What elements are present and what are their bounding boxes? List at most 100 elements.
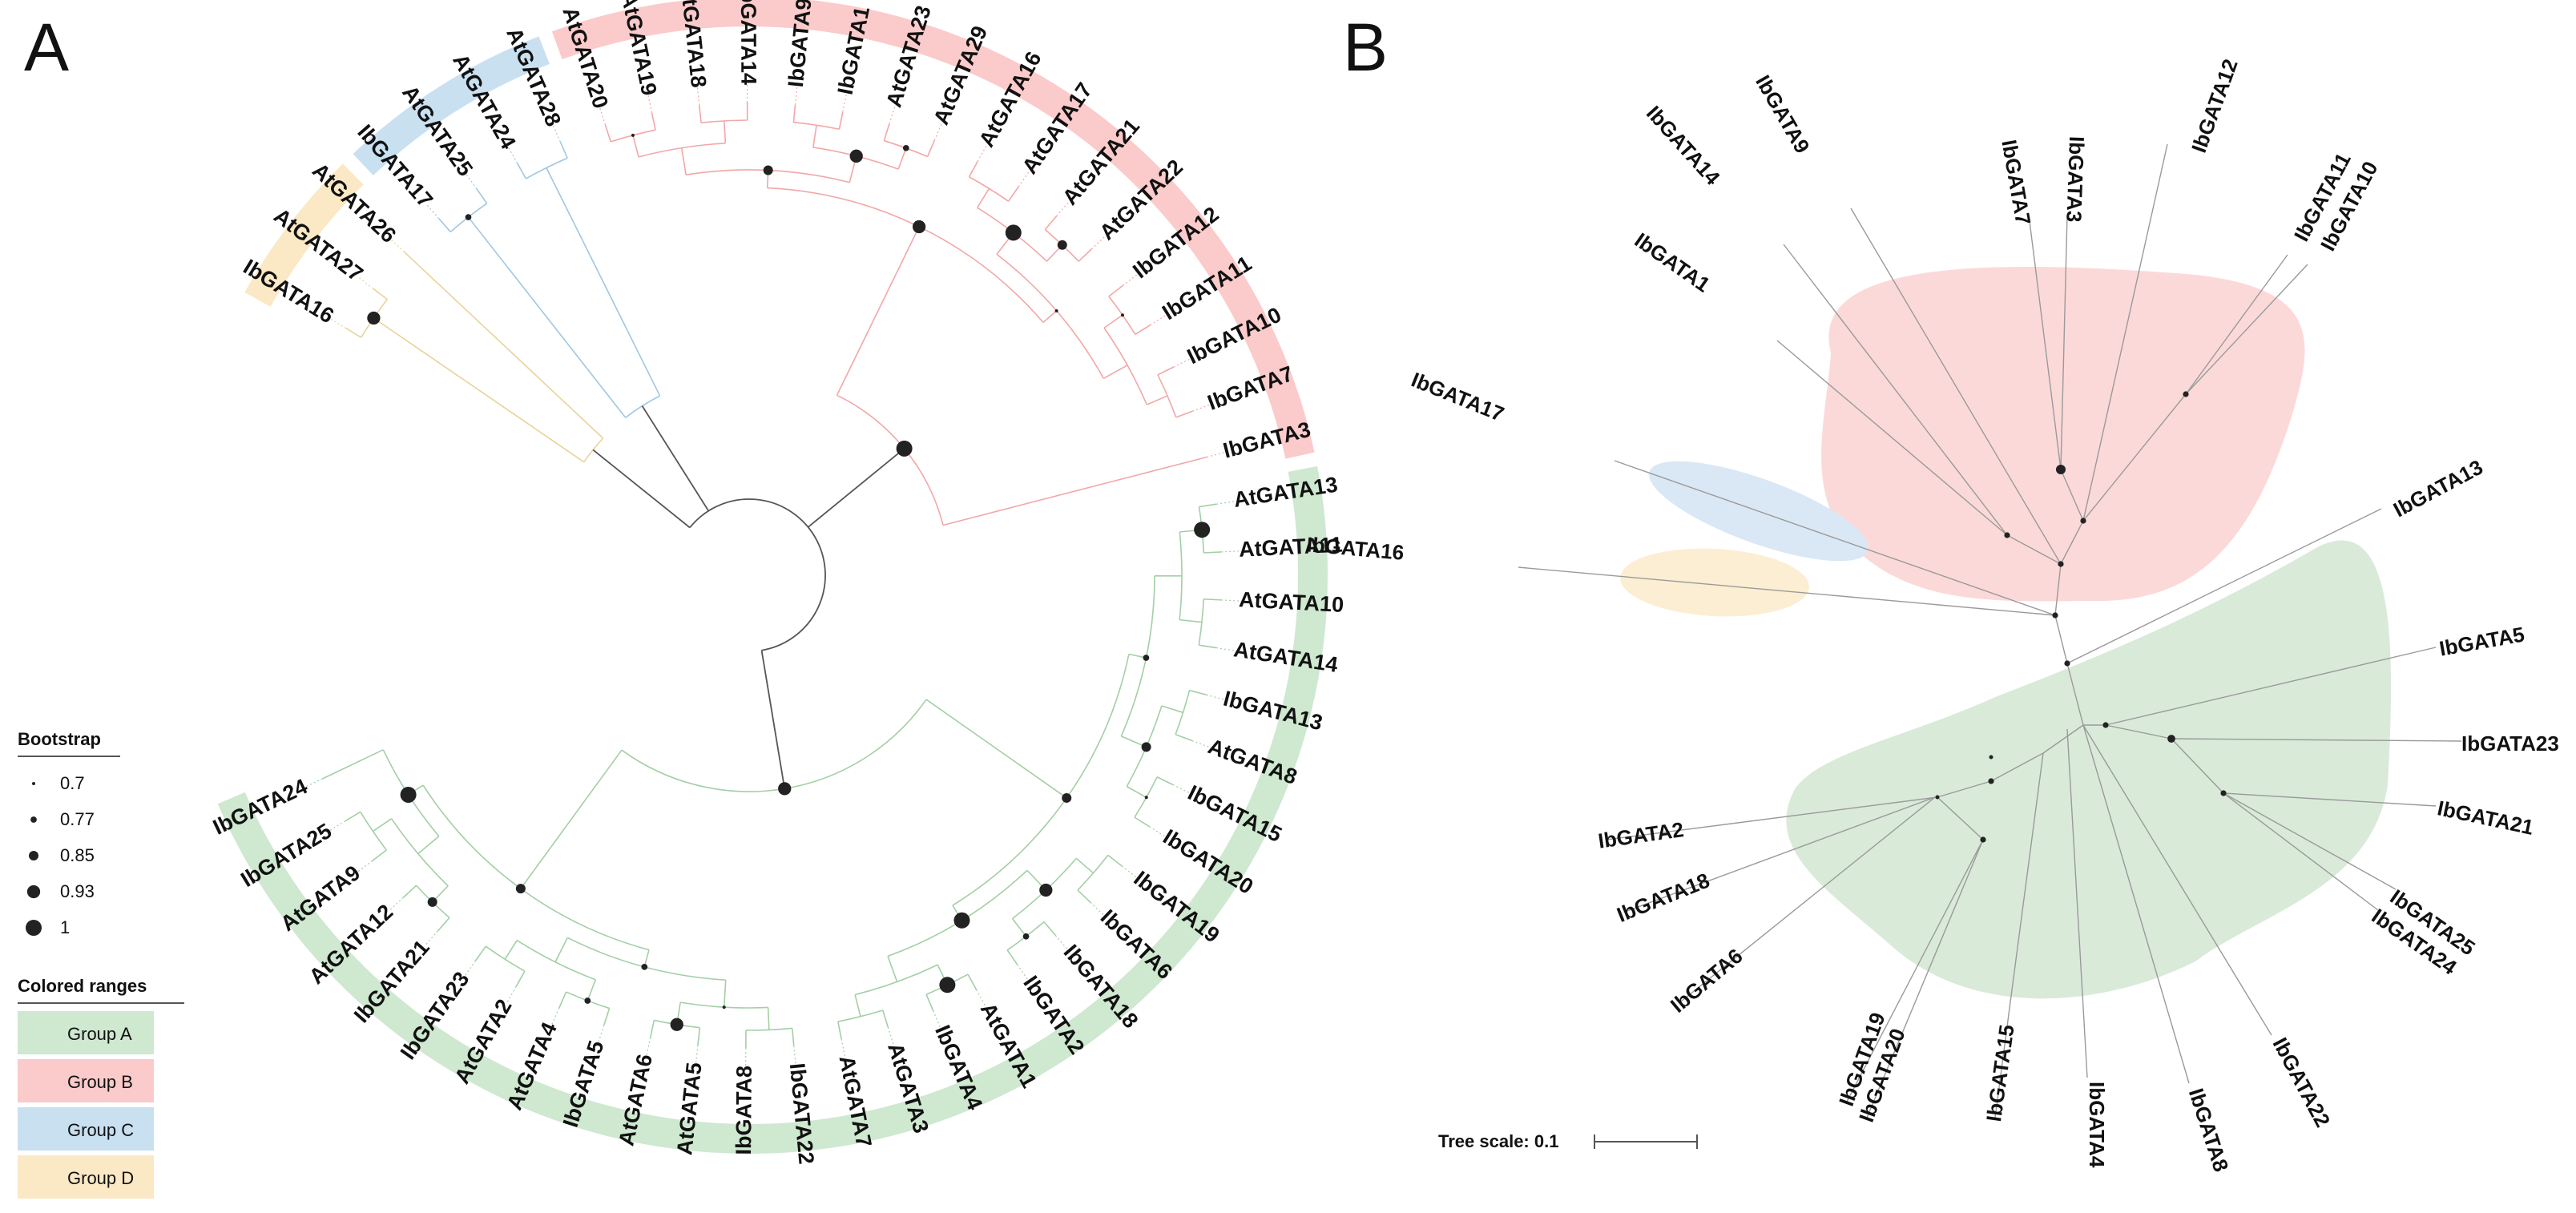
tree-b-leaf-ibgata13: IbGATA13 xyxy=(2389,455,2487,522)
tree-b-bootstrap-dot xyxy=(2102,722,2108,727)
tree-b-leaf-ibgata15: IbGATA15 xyxy=(1981,1023,2019,1123)
leaf-connector xyxy=(1122,866,1135,877)
leaf-connector xyxy=(1207,453,1223,457)
branch xyxy=(968,974,977,989)
tree-b-bootstrap-dot xyxy=(2064,660,2070,666)
branch xyxy=(1078,890,1090,902)
branch xyxy=(1162,706,1183,712)
leaf-connector xyxy=(841,1039,845,1057)
bootstrap-dot xyxy=(1055,309,1058,312)
legend-bootstrap-dot xyxy=(26,920,42,936)
bootstrap-dot xyxy=(1194,522,1210,538)
tree-b-leaf-ibgata14: IbGATA14 xyxy=(1642,101,1725,190)
leaf-connector xyxy=(1018,965,1027,979)
leaf-connector xyxy=(1123,275,1136,285)
leaf-connector xyxy=(427,205,438,219)
branch xyxy=(884,124,889,141)
legend-bootstrap-items: 0.70.770.850.931 xyxy=(26,773,95,937)
root-branch xyxy=(642,406,708,511)
branch xyxy=(1203,552,1221,553)
branch xyxy=(477,189,487,204)
branch xyxy=(587,980,595,1001)
tree-scale-label: Tree scale: 0.1 xyxy=(1438,1131,1558,1151)
tree-a-leaf-atgata10: AtGATA10 xyxy=(1238,587,1344,617)
legend-ranges-title: Colored ranges xyxy=(18,976,147,996)
tree-b-leaf-ibgata9: IbGATA9 xyxy=(1751,71,1815,157)
tree-b-bootstrap-dot xyxy=(2052,612,2058,618)
legend-range-label: Group B xyxy=(67,1072,133,1092)
branch xyxy=(1045,216,1056,230)
branch xyxy=(888,957,897,982)
tree-b-bootstrap-dot xyxy=(1988,778,1993,784)
leaf-connector xyxy=(1018,172,1029,187)
branch xyxy=(724,121,726,143)
tree-b-leaf-ibgata12: IbGATA12 xyxy=(2187,56,2243,156)
group-d-shading xyxy=(1619,544,1811,621)
tree-b-leaf-ibgata18: IbGATA18 xyxy=(1614,868,1713,926)
branch xyxy=(682,148,686,175)
leaf-connector xyxy=(359,278,373,288)
leaf-connector xyxy=(466,175,477,189)
legend-bootstrap-label: 0.85 xyxy=(60,845,95,865)
leaf-connector xyxy=(1207,695,1223,699)
branch xyxy=(606,125,611,142)
bootstrap-dot xyxy=(1006,224,1022,240)
branch xyxy=(839,112,842,130)
branch-arc xyxy=(486,946,525,971)
legend-range-label: Group A xyxy=(67,1024,132,1044)
legend-bootstrap-dot xyxy=(27,885,40,898)
tree-b-bootstrap-dot xyxy=(2058,561,2063,566)
root-branch xyxy=(593,449,690,527)
branch xyxy=(1104,315,1123,328)
tree-b-leaf-ibgata8: IbGATA8 xyxy=(2184,1086,2234,1175)
bootstrap-dot xyxy=(850,150,863,163)
branch xyxy=(516,971,525,986)
leaf-connector xyxy=(1221,600,1239,601)
bootstrap-dot xyxy=(367,312,380,324)
leaf-connector xyxy=(1091,237,1104,249)
branch xyxy=(1199,504,1217,506)
branch xyxy=(1009,187,1019,201)
tree-b-leaf-ibgata3: IbGATA3 xyxy=(2062,136,2089,223)
tree-b-leaf-ibgata1: IbGATA1 xyxy=(1631,228,1715,296)
leaf-connector xyxy=(977,989,986,1005)
root-arc xyxy=(690,499,825,651)
branch xyxy=(1127,787,1146,798)
branch xyxy=(1043,311,1057,322)
branch xyxy=(837,227,920,395)
bootstrap-dot xyxy=(1023,933,1030,940)
tree-b-bootstrap-dot xyxy=(2004,532,2010,538)
leaf-connector xyxy=(392,240,405,252)
legend-range-label: Group C xyxy=(67,1120,134,1140)
bootstrap-dot xyxy=(516,884,526,893)
tree-b-internal-branch xyxy=(2055,615,2067,663)
legend-bootstrap-label: 0.93 xyxy=(60,881,95,901)
bootstrap-dot xyxy=(1058,240,1067,250)
branch xyxy=(926,699,1066,798)
branch xyxy=(1103,365,1127,379)
tree-b-leaf-ibgata21: IbGATA21 xyxy=(2435,796,2535,840)
branch xyxy=(345,812,361,820)
branch xyxy=(373,850,387,860)
leaf-connector xyxy=(466,961,476,975)
bootstrap-dot xyxy=(913,220,925,233)
branch xyxy=(838,1022,841,1039)
bootstrap-dot xyxy=(1062,793,1071,803)
branch-arc xyxy=(970,177,1009,201)
branch-arc xyxy=(1158,375,1176,417)
legend-bootstrap-dot xyxy=(29,851,38,860)
branch xyxy=(651,1020,655,1038)
bootstrap-dot xyxy=(897,441,913,457)
legend-bootstrap-label: 1 xyxy=(60,917,70,937)
branch xyxy=(792,1028,794,1046)
bootstrap-dot xyxy=(584,997,591,1004)
branch xyxy=(1135,817,1150,827)
branch xyxy=(1175,735,1192,741)
branch xyxy=(405,252,603,438)
legend: Bootstrap 0.70.770.850.931 Colored range… xyxy=(18,729,184,1199)
bootstrap-dot xyxy=(953,913,970,929)
branch xyxy=(943,457,1207,525)
